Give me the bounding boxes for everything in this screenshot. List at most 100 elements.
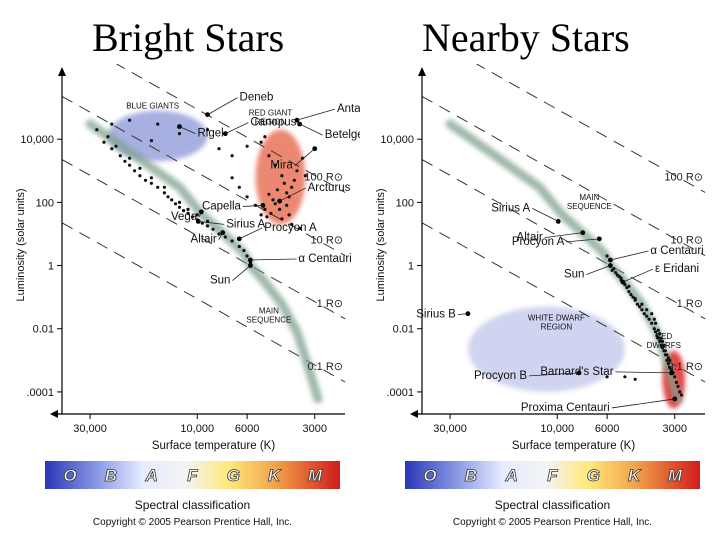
data-point	[282, 181, 286, 185]
star-label-sun: Sun	[564, 269, 584, 281]
data-point	[230, 176, 234, 180]
star-label-procyon-a: Procyon A	[512, 236, 565, 248]
spectral-class-k: K	[268, 466, 282, 485]
data-point	[652, 317, 656, 321]
data-point	[295, 169, 299, 173]
data-point	[138, 174, 142, 178]
star-label-sirius-b: Sirius B	[416, 309, 456, 321]
data-point	[662, 343, 666, 347]
data-point	[300, 156, 305, 160]
x-axis-label: Surface temperature (K)	[152, 440, 276, 452]
star-point-procyon-a	[236, 236, 242, 242]
data-point	[217, 232, 221, 236]
main-sequence-label: MAIN SEQUENCE	[246, 307, 291, 325]
data-point	[149, 181, 153, 185]
radius-line-0-1-r	[421, 222, 706, 383]
data-point	[642, 312, 646, 316]
star-point-sirius-a	[555, 218, 561, 224]
star-leader-betelgeuse	[299, 123, 323, 136]
radius-line-10-r	[421, 95, 706, 257]
star-leader-deneb	[207, 97, 238, 115]
data-point	[292, 178, 296, 182]
data-point	[663, 349, 667, 353]
star-point-procyon-a	[596, 236, 602, 242]
data-point	[156, 122, 160, 126]
data-point	[173, 202, 178, 206]
data-point	[267, 192, 271, 196]
data-point	[182, 209, 186, 213]
star-label-sirius-a: Sirius A	[226, 218, 265, 230]
data-point	[635, 302, 639, 306]
data-point	[647, 317, 651, 321]
star-label-mira: Mira	[270, 160, 293, 172]
data-point	[654, 321, 658, 325]
star-label-deneb: Deneb	[240, 92, 274, 104]
region-blue-giants	[107, 110, 208, 162]
radius-line-label: 100 R⊙	[304, 171, 343, 183]
radius-line-0-1-r	[61, 222, 346, 383]
data-point	[674, 380, 678, 384]
data-point	[666, 361, 670, 365]
region-white-dwarf-region	[467, 306, 625, 392]
data-point	[263, 135, 267, 139]
star-leader-arcturus	[279, 187, 306, 202]
star-label-capella: Capella	[202, 200, 242, 212]
data-point	[280, 174, 284, 178]
data-point	[673, 375, 677, 379]
data-point	[265, 215, 269, 219]
data-point	[659, 336, 663, 340]
data-point	[186, 211, 190, 215]
data-point	[237, 244, 241, 249]
data-point	[298, 226, 302, 230]
data-point	[162, 185, 166, 189]
spectral-label: Spectral classification	[495, 498, 610, 512]
spectral-class-o: O	[63, 466, 76, 485]
data-point	[110, 147, 114, 151]
copyright-note: Copyright © 2005 Pearson Prentice Hall, …	[453, 517, 652, 528]
star-label-betelgeuse: Betelgeuse	[325, 129, 360, 141]
data-point	[259, 140, 263, 144]
data-point	[186, 207, 190, 211]
star-leader-rigel	[179, 126, 196, 134]
radius-line-1-r	[61, 159, 346, 320]
data-point	[114, 144, 118, 148]
star-label-altair: Altair	[517, 232, 543, 244]
x-tick-label: 3000	[662, 423, 686, 435]
x-axis-label: Surface temperature (K)	[512, 440, 636, 452]
data-point	[676, 384, 680, 388]
radius-line-100-r	[475, 64, 706, 193]
data-point	[162, 191, 166, 195]
radius-line-label: 0.1 R⊙	[307, 361, 343, 373]
star-label-vega: Vega	[171, 211, 198, 223]
data-point	[230, 154, 234, 158]
data-point	[656, 328, 660, 332]
data-point	[177, 132, 182, 136]
star-leader-altair	[218, 232, 224, 240]
data-point	[629, 293, 633, 297]
data-point	[650, 312, 654, 316]
data-point	[627, 284, 631, 288]
data-point	[678, 390, 682, 394]
x-axis-arrow	[410, 410, 418, 418]
radius-line-label: 100 R⊙	[664, 171, 703, 183]
spectral-class-f: F	[547, 466, 558, 485]
star-leader-proxima-centauri	[611, 398, 675, 409]
data-point	[118, 154, 122, 158]
chart-title-bright-stars: Bright Stars	[92, 15, 285, 60]
data-point	[633, 297, 637, 301]
x-tick-label: 6000	[235, 423, 259, 435]
y-axis-arrow	[418, 67, 426, 76]
data-point	[303, 174, 307, 178]
y-tick-label: 1	[48, 261, 54, 273]
data-point	[128, 118, 132, 122]
data-point	[177, 205, 182, 209]
y-axis-arrow	[58, 67, 66, 76]
data-point	[623, 375, 627, 379]
data-point	[149, 139, 153, 143]
star-label-barnard-s-star: Barnard's Star	[540, 366, 613, 378]
region-label-red-dwarfs: RED DWARFS	[647, 332, 681, 350]
star-label-eridani: ε Eridani	[655, 263, 699, 275]
y-tick-label: .0001	[26, 387, 54, 399]
data-point	[223, 235, 227, 239]
data-point	[273, 202, 277, 206]
